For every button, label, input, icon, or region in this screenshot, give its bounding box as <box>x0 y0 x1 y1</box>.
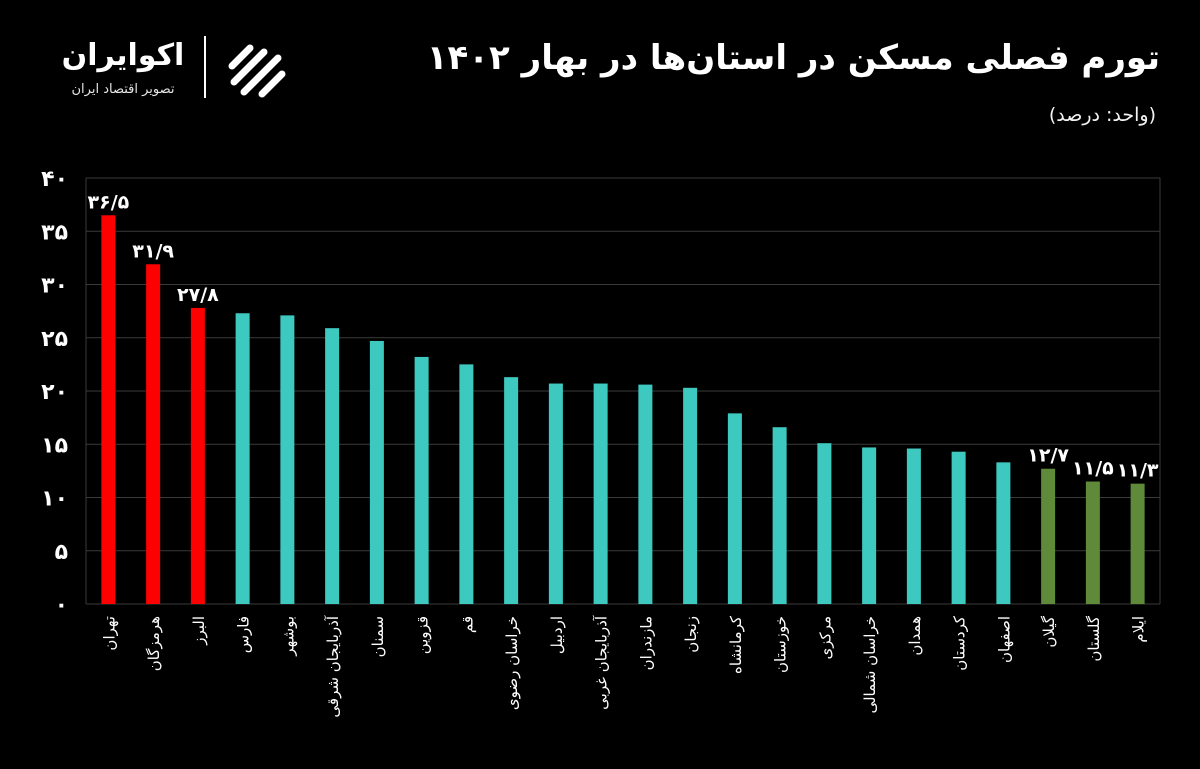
bar <box>325 328 340 604</box>
bar <box>996 462 1011 604</box>
y-tick-label: ۳۰ <box>41 274 68 299</box>
x-tick-label: آذربایجان غربی <box>593 615 611 710</box>
x-tick-label: البرز <box>190 616 208 646</box>
bar <box>190 307 205 604</box>
bar <box>951 451 966 604</box>
chart-title: تورم فصلی مسکن در استان‌ها در بهار ۱۴۰۲ <box>426 38 1160 78</box>
x-tick-label: زنجان <box>682 616 700 653</box>
y-tick-label: ۱۰ <box>41 487 68 512</box>
bar <box>146 264 161 604</box>
y-tick-label: ۲۵ <box>41 327 68 352</box>
data-label: ۱۲/۷ <box>1027 445 1069 467</box>
x-tick-label: هرمزگان <box>145 616 163 671</box>
bar <box>638 384 653 604</box>
y-tick-label: ۱۵ <box>41 433 68 458</box>
y-tick-label: ۵ <box>55 540 68 565</box>
x-tick-label: اصفهان <box>995 616 1013 663</box>
x-tick-label: مازندران <box>637 616 655 670</box>
logo: اکوایران تصویر اقتصاد ایران <box>40 30 300 105</box>
logo-divider <box>204 36 206 98</box>
x-tick-label: قم <box>458 616 476 633</box>
y-tick-label: ۰ <box>55 593 68 618</box>
x-tick-label: همدان <box>906 616 924 656</box>
x-tick-label: خراسان رضوی <box>503 616 521 710</box>
bar <box>862 447 877 604</box>
bar <box>414 356 429 604</box>
data-label: ۱۱/۵ <box>1072 458 1114 480</box>
data-label: ۱۱/۳ <box>1117 460 1159 482</box>
x-tick-label: قزوین <box>414 616 432 654</box>
bar <box>280 315 295 604</box>
logo-tagline: تصویر اقتصاد ایران <box>71 82 175 97</box>
x-tick-label: بوشهر <box>279 616 297 657</box>
bar <box>101 215 116 604</box>
bar <box>772 427 787 604</box>
bar <box>369 340 384 604</box>
data-label: ۳۱/۹ <box>132 240 174 262</box>
x-tick-label: سمنان <box>369 616 387 657</box>
bar <box>504 377 519 604</box>
bar <box>1130 483 1145 604</box>
data-label: ۲۷/۸ <box>177 284 219 306</box>
x-tick-label: گیلان <box>1040 615 1058 647</box>
x-tick-label: فارس <box>235 616 253 653</box>
y-tick-label: ۳۵ <box>41 220 68 245</box>
logo-mark-icon <box>228 44 286 98</box>
bar <box>1085 481 1100 604</box>
y-tick-label: ۴۰ <box>41 167 68 192</box>
bar <box>235 313 250 604</box>
bar <box>683 387 698 604</box>
bar <box>727 413 742 604</box>
bar <box>1041 468 1056 604</box>
x-tick-label: اردبیل <box>548 616 566 654</box>
unit-note: (واحد: درصد) <box>1048 104 1156 126</box>
bar <box>548 383 563 604</box>
y-tick-label: ۲۰ <box>41 380 68 405</box>
x-tick-label: کردستان <box>951 615 969 671</box>
x-tick-label: خوزستان <box>772 616 790 673</box>
bar <box>817 443 832 604</box>
data-label: ۳۶/۵ <box>88 191 130 213</box>
logo-name: اکوایران <box>61 38 185 73</box>
x-tick-label: خراسان شمالی <box>861 616 879 714</box>
bar <box>906 448 921 604</box>
x-tick-label: مرکزی <box>816 616 834 659</box>
x-tick-label: ایلام <box>1130 616 1148 643</box>
bar <box>459 364 474 604</box>
x-tick-label: تهران <box>100 616 118 651</box>
bar <box>593 383 608 604</box>
x-tick-label: کرمانشاه <box>727 615 745 674</box>
x-tick-label: گلستان <box>1085 615 1103 661</box>
x-tick-label: آذربایجان شرقی <box>324 615 342 717</box>
